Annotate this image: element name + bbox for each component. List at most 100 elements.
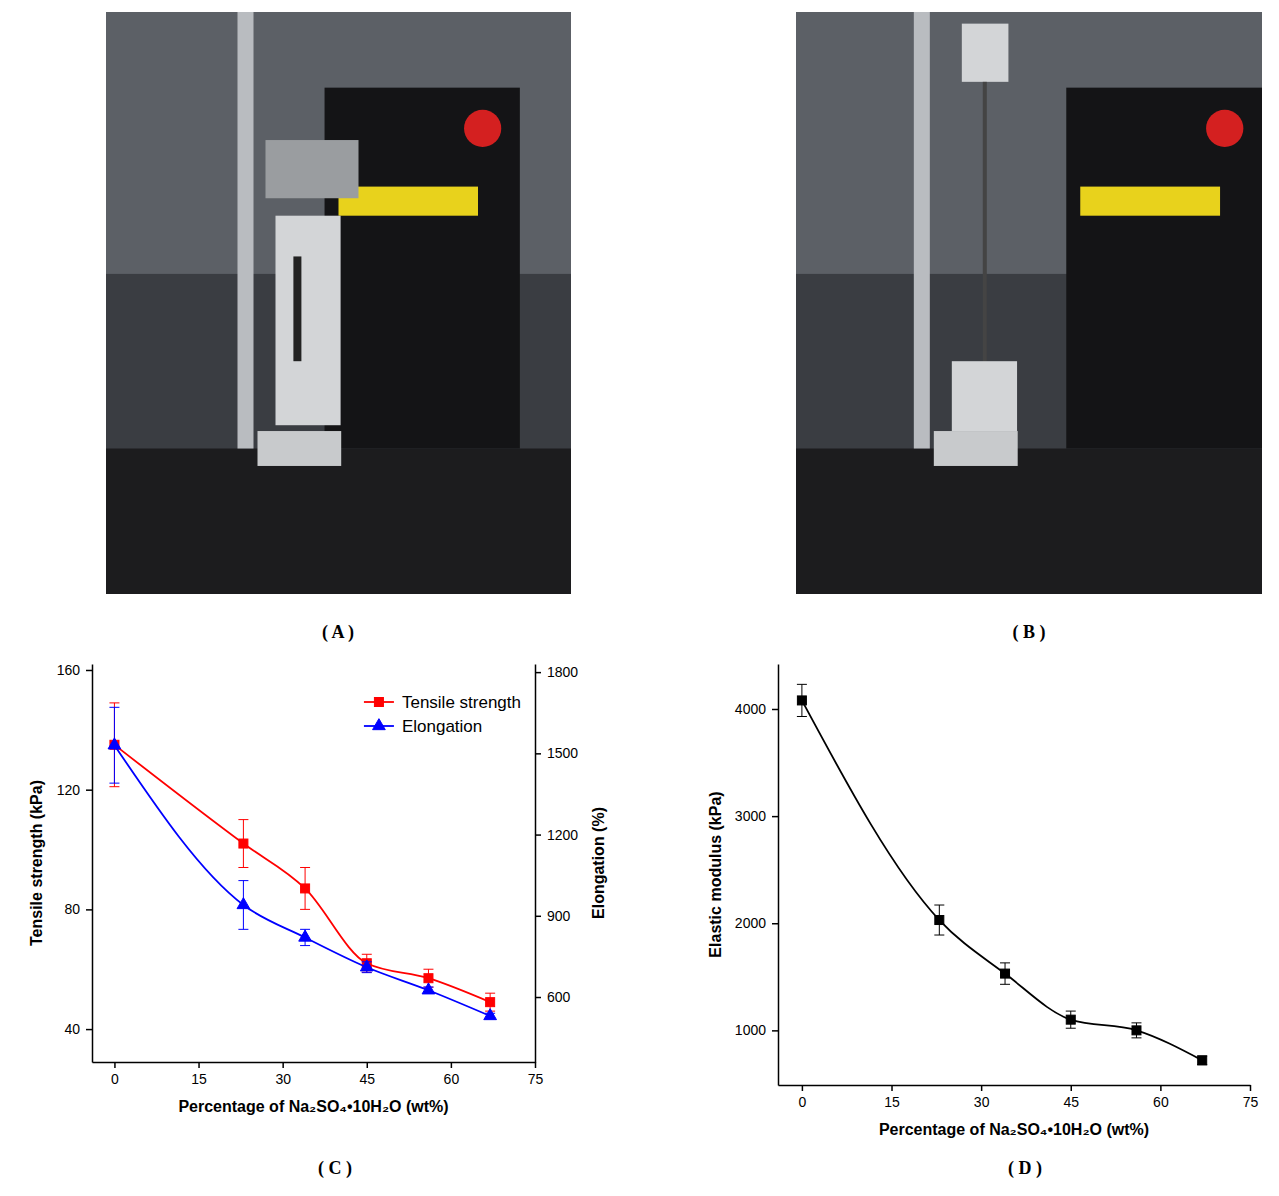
tick-label: 1000 xyxy=(735,1022,766,1038)
marker xyxy=(360,960,373,971)
photo-sticker xyxy=(1080,187,1220,216)
series-line xyxy=(802,700,1202,1060)
tick: 1200 xyxy=(535,827,578,843)
tick-label: 80 xyxy=(64,901,80,917)
error-bar-cap xyxy=(797,684,807,685)
error-bar-cap xyxy=(934,935,944,936)
chart: 015304560751000200030004000Percentage of… xyxy=(707,665,1259,1139)
marker xyxy=(797,696,806,705)
tick: 2000 xyxy=(735,915,778,931)
marker xyxy=(935,916,944,925)
photo-bench xyxy=(796,449,1262,595)
axis-title: Percentage of Na₂SO₄•10H₂O (wt%) xyxy=(178,1098,448,1115)
legend-marker xyxy=(373,719,386,730)
error-bar xyxy=(238,820,248,868)
marker xyxy=(237,898,250,909)
axis-title: Elongation (%) xyxy=(590,807,607,919)
tick-label: 15 xyxy=(191,1071,207,1087)
error-bar-cap xyxy=(300,909,310,910)
panel-label: ( C ) xyxy=(318,1158,352,1179)
marker xyxy=(424,974,433,983)
photo-background xyxy=(796,12,1262,594)
photo-specimen xyxy=(983,82,987,373)
tick-mark xyxy=(535,916,541,918)
tick-mark xyxy=(891,1085,893,1091)
marker xyxy=(108,738,121,749)
axis-title: Tensile strength (kPa) xyxy=(28,780,45,946)
tick: 75 xyxy=(528,1062,544,1087)
tick-mark xyxy=(451,1062,453,1068)
photo-grip xyxy=(276,216,341,426)
photo-column xyxy=(914,12,930,449)
tick-label: 75 xyxy=(1243,1094,1259,1110)
tick: 4000 xyxy=(735,701,778,717)
legend-item: Elongation xyxy=(364,717,482,736)
tick-label: 900 xyxy=(547,908,571,924)
tick: 1500 xyxy=(535,745,578,761)
error-bar-cap xyxy=(362,954,372,955)
tick-label: 30 xyxy=(974,1094,990,1110)
tick: 160 xyxy=(57,662,92,678)
tick-mark xyxy=(535,834,541,836)
panel-label: ( A ) xyxy=(322,622,354,643)
axis: 0 15 30 45 60 75 xyxy=(93,1062,544,1087)
axis-line xyxy=(535,665,537,1063)
photo-grip xyxy=(952,361,1017,431)
error-bar-cap xyxy=(300,945,310,946)
legend-label: Elongation xyxy=(402,717,482,736)
legend-marker xyxy=(374,698,383,707)
tick-mark xyxy=(535,753,541,755)
error-bar xyxy=(300,867,310,909)
tick-mark xyxy=(198,1062,200,1068)
tick-mark xyxy=(1250,1085,1252,1091)
photo xyxy=(796,12,1262,594)
photo-background xyxy=(106,12,571,594)
tick-mark xyxy=(772,816,778,818)
marker xyxy=(1066,1015,1075,1024)
tick-label: 3000 xyxy=(735,808,766,824)
marker xyxy=(1198,1056,1207,1065)
tick: 0 xyxy=(799,1085,807,1110)
photo-button xyxy=(464,110,501,147)
axis-title: Elastic modulus (kPa) xyxy=(707,791,724,957)
marker xyxy=(484,1009,497,1020)
tick-label: 1500 xyxy=(547,745,578,761)
tick: 45 xyxy=(1063,1085,1079,1110)
tick: 60 xyxy=(444,1062,460,1087)
tick: 1000 xyxy=(735,1022,778,1038)
tick: 30 xyxy=(275,1062,291,1087)
marker xyxy=(486,998,495,1007)
error-bar-cap xyxy=(300,867,310,868)
tick: 15 xyxy=(884,1085,900,1110)
tick-label: 0 xyxy=(111,1071,119,1087)
tick: 80 xyxy=(64,901,92,917)
tick: 30 xyxy=(974,1085,990,1110)
error-bar-cap xyxy=(238,880,248,881)
tick-mark xyxy=(535,672,541,674)
panel-label: ( D ) xyxy=(1008,1158,1042,1179)
tick-label: 2000 xyxy=(735,915,766,931)
tick-label: 1800 xyxy=(547,664,578,680)
axis: 1000 2000 3000 4000 xyxy=(735,665,779,1086)
error-bar xyxy=(1131,1023,1141,1038)
axis-line xyxy=(93,1062,536,1064)
tick-label: 45 xyxy=(1063,1094,1079,1110)
tick: 45 xyxy=(359,1062,375,1087)
tick-mark xyxy=(86,1029,92,1031)
tick: 75 xyxy=(1243,1085,1259,1110)
series-line xyxy=(114,745,490,1016)
marker xyxy=(422,983,435,994)
photo-column xyxy=(238,12,254,449)
tick-mark xyxy=(772,709,778,711)
marker xyxy=(299,930,312,941)
axis: 4080120160 xyxy=(57,662,93,1063)
tick-mark xyxy=(86,670,92,672)
tick: 0 xyxy=(111,1062,119,1087)
photo xyxy=(106,12,571,594)
marker xyxy=(239,839,248,848)
error-bar-cap xyxy=(109,707,119,708)
error-bar-cap xyxy=(423,969,433,970)
error-bar-cap xyxy=(238,929,248,930)
legend-item: Tensile strength xyxy=(364,693,521,712)
error-bar xyxy=(1197,1056,1207,1065)
